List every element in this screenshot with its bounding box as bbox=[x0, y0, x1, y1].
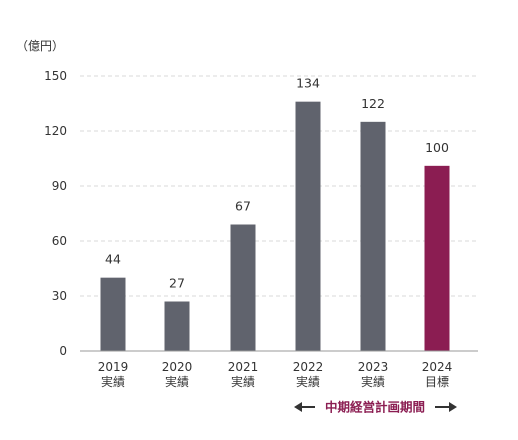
x-tick-year: 2022 bbox=[293, 360, 324, 374]
bar-2021 bbox=[230, 224, 256, 351]
x-tick-year: 2019 bbox=[98, 360, 129, 374]
data-label-2023: 122 bbox=[361, 96, 385, 111]
grid-lines bbox=[80, 75, 478, 297]
y-tick-label: 0 bbox=[59, 344, 67, 358]
data-label-2019: 44 bbox=[105, 252, 121, 267]
bars bbox=[100, 101, 450, 352]
x-tick-year: 2024 bbox=[422, 360, 453, 374]
period-annotation-label: 中期経営計画期間 bbox=[325, 400, 425, 415]
x-tick-year: 2023 bbox=[358, 360, 389, 374]
x-tick-note: 実績 bbox=[165, 374, 189, 389]
bar-2022 bbox=[295, 101, 321, 352]
y-tick-label: 120 bbox=[44, 124, 67, 138]
x-tick-note: 実績 bbox=[101, 374, 125, 389]
x-tick-note: 実績 bbox=[361, 374, 385, 389]
y-tick-label: 150 bbox=[44, 69, 67, 83]
y-axis-unit-label: （億円） bbox=[16, 39, 64, 53]
y-axis-ticks: 0 30 60 90 120 150 bbox=[44, 69, 67, 358]
x-tick-note: 実績 bbox=[231, 374, 255, 389]
x-tick-year: 2020 bbox=[162, 360, 193, 374]
x-tick-note: 実績 bbox=[296, 374, 320, 389]
data-labels: 44 27 67 134 122 100 bbox=[105, 76, 449, 291]
y-tick-label: 60 bbox=[52, 234, 67, 248]
x-tick-year: 2021 bbox=[228, 360, 259, 374]
right-arrow-icon bbox=[435, 402, 457, 412]
left-arrow-icon bbox=[294, 402, 315, 412]
x-tick-note: 目標 bbox=[425, 375, 449, 389]
data-label-2022: 134 bbox=[296, 76, 320, 91]
data-label-2020: 27 bbox=[169, 276, 185, 291]
bar-2020 bbox=[164, 301, 190, 351]
y-tick-label: 30 bbox=[52, 289, 67, 303]
bar-2019 bbox=[100, 277, 126, 351]
bar-2024 bbox=[424, 165, 450, 351]
data-label-2024: 100 bbox=[425, 140, 449, 155]
y-tick-label: 90 bbox=[52, 179, 67, 193]
data-label-2021: 67 bbox=[235, 199, 251, 214]
period-annotation: 中期経営計画期間 bbox=[294, 400, 457, 415]
bar-2023 bbox=[360, 121, 386, 351]
